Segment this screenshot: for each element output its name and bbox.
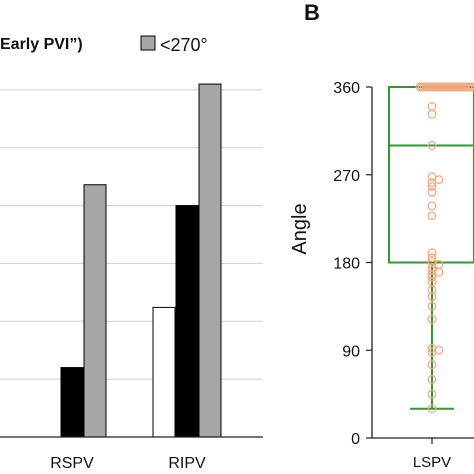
data-point (427, 248, 437, 258)
data-point (427, 102, 437, 111)
data-point (427, 285, 437, 295)
data-point (427, 301, 437, 311)
data-point (427, 262, 437, 272)
data-point (427, 187, 437, 197)
bar (175, 205, 199, 438)
panel-a-bar-chart: Early PVI”) <270° RSPV RIPV (0, 35, 263, 472)
data-point (427, 375, 437, 384)
data-point (434, 175, 444, 185)
data-point (427, 253, 437, 263)
data-point (427, 347, 437, 357)
data-points (415, 82, 474, 414)
data-point (427, 141, 437, 150)
y-tick-label: 180 (333, 256, 360, 273)
data-point (427, 211, 437, 221)
bar (198, 83, 222, 438)
panel-b-box-plot: B Angle 0 90 180 270 360 LSPV (289, 0, 474, 471)
data-point (427, 314, 437, 324)
y-tick-label: 90 (342, 343, 360, 360)
category-label: RIPV (168, 455, 206, 472)
x-category-labels: LSPV (413, 438, 451, 471)
legend-swatch-gray (140, 35, 156, 51)
y-ticks: 0 90 180 270 360 (333, 80, 372, 448)
data-point (427, 201, 437, 211)
data-point (427, 292, 437, 302)
y-tick-label: 360 (333, 80, 360, 97)
box (388, 86, 474, 264)
bar (83, 184, 107, 438)
bar (60, 367, 84, 438)
data-point (467, 82, 474, 92)
legend-entry-label: <270° (160, 35, 208, 55)
data-point (427, 272, 437, 282)
y-tick-label: 0 (351, 431, 360, 448)
y-axis-label: Angle (289, 203, 311, 254)
gridlines (0, 89, 263, 380)
data-point (427, 404, 437, 414)
bar (152, 306, 176, 438)
category-label: RSPV (50, 455, 94, 472)
data-point (427, 360, 437, 370)
category-labels: RSPV RIPV (50, 455, 206, 472)
bars (60, 83, 222, 438)
data-point (427, 389, 437, 399)
legend-partial-label: Early PVI”) (0, 36, 83, 53)
y-tick-label: 270 (333, 168, 360, 185)
data-point (427, 109, 437, 119)
x-category-label: LSPV (413, 454, 451, 471)
panel-b-label: B (304, 0, 320, 25)
data-point (427, 181, 437, 191)
